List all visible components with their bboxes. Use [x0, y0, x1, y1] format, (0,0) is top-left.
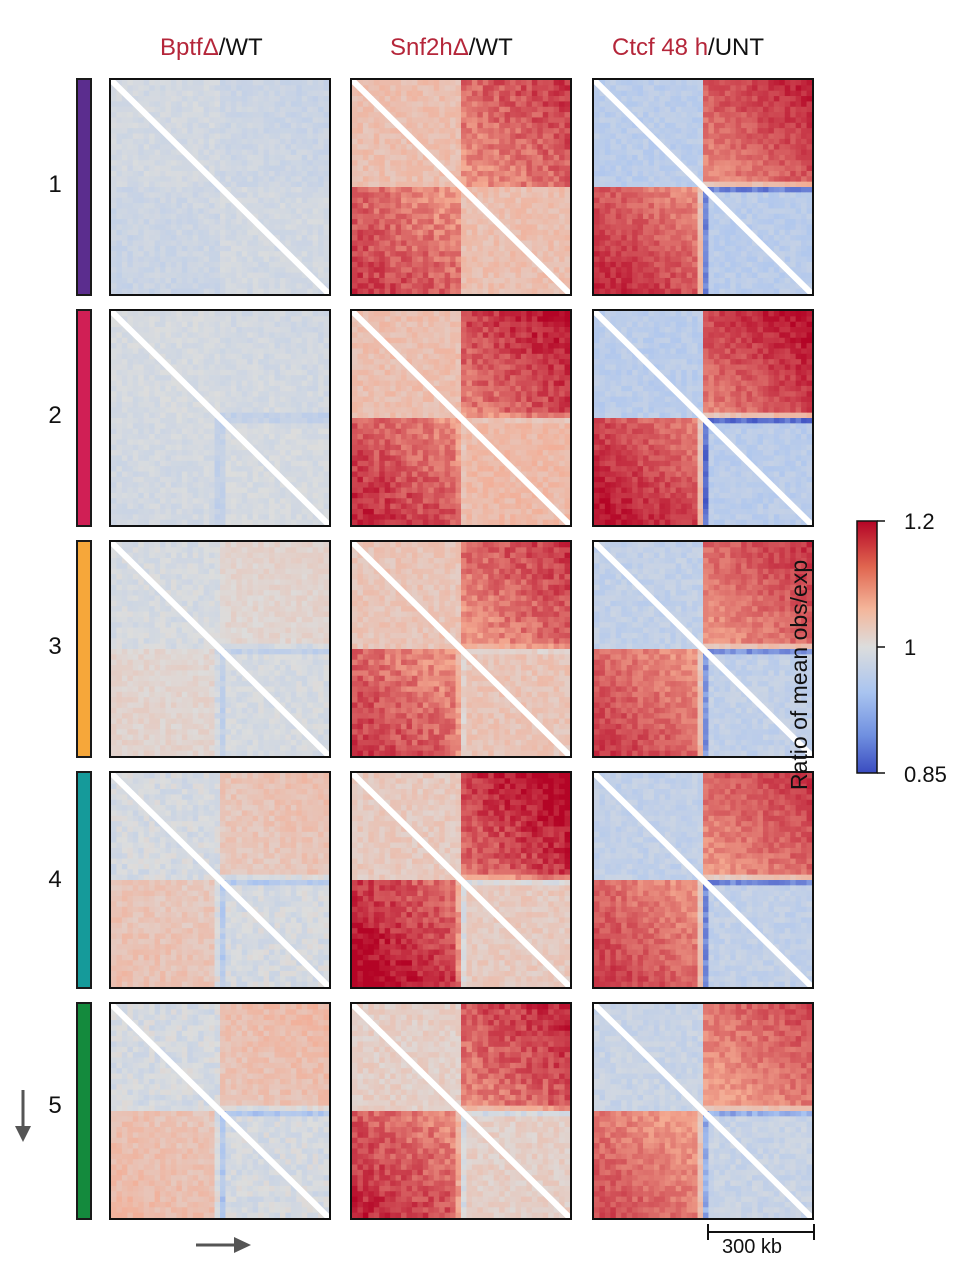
heatmap-matrix: [594, 311, 812, 525]
diagonal-line: [352, 773, 570, 987]
column-title-bptf: BptfΔ/WT: [160, 30, 263, 66]
column-title-ctcf: Ctcf 48 h/UNT: [612, 30, 764, 66]
heatmap-matrix: [111, 1004, 329, 1218]
diagonal-line: [111, 311, 329, 525]
row-label-4: 4: [40, 866, 70, 894]
row-label-2: 2: [40, 402, 70, 430]
heatmap-panel-row3-snf2h: [350, 540, 572, 758]
heatmap-matrix: [352, 80, 570, 294]
right-arrow-icon: [196, 1237, 251, 1253]
diagonal-line: [111, 773, 329, 987]
row-label-3: 3: [40, 633, 70, 661]
heatmap-panel-row4-ctcf: [592, 771, 814, 989]
diagonal-line: [594, 311, 812, 525]
column-title-bptf-condition: BptfΔ: [160, 34, 219, 61]
scale-bar-label: 300 kb: [722, 1236, 782, 1259]
heatmap-matrix: [594, 1004, 812, 1218]
diagonal-line: [352, 542, 570, 756]
heatmap-matrix: [111, 80, 329, 294]
down-arrow-icon: [15, 1090, 31, 1142]
diagonal-line: [352, 1004, 570, 1218]
colorbar-mid-label: 1: [904, 635, 916, 661]
heatmap-matrix: [352, 311, 570, 525]
heatmap-panel-row3-ctcf: [592, 540, 814, 758]
colorbar-title-text: Ratio of mean obs/exp: [786, 560, 813, 790]
heatmap-matrix: [111, 311, 329, 525]
heatmap-panel-row2-snf2h: [350, 309, 572, 527]
heatmap-matrix: [594, 542, 812, 756]
column-title-ctcf-condition: Ctcf 48 h: [612, 34, 708, 61]
heatmap-panel-row5-ctcf: [592, 1002, 814, 1220]
colorbar-max-label: 1.2: [904, 509, 935, 535]
heatmap-panel-row5-bptf: [109, 1002, 331, 1220]
diagonal-line: [594, 1004, 812, 1218]
heatmap-panel-row4-snf2h: [350, 771, 572, 989]
column-title-ctcf-reference: /UNT: [708, 34, 764, 61]
scale-bar: [707, 1224, 815, 1240]
diagonal-line: [111, 1004, 329, 1218]
heatmap-matrix: [111, 773, 329, 987]
colorbar-gradient: [856, 520, 878, 774]
heatmap-panel-row1-ctcf: [592, 78, 814, 296]
row-color-strip-1: [76, 78, 92, 296]
heatmap-panel-row2-ctcf: [592, 309, 814, 527]
heatmap-matrix: [111, 542, 329, 756]
row-label-5: 5: [40, 1092, 70, 1120]
diagonal-line: [352, 80, 570, 294]
heatmap-panel-row3-bptf: [109, 540, 331, 758]
diagonal-line: [111, 542, 329, 756]
colorbar-min-label: 0.85: [904, 762, 947, 788]
diagonal-line: [594, 542, 812, 756]
colorbar: [856, 520, 885, 774]
row-label-1: 1: [40, 171, 70, 199]
heatmap-panel-row5-snf2h: [350, 1002, 572, 1220]
heatmap-matrix: [594, 773, 812, 987]
row-color-strip-4: [76, 771, 92, 989]
column-title-bptf-reference: /WT: [219, 34, 263, 61]
heatmap-matrix: [352, 773, 570, 987]
heatmap-matrix: [352, 1004, 570, 1218]
diagonal-line: [352, 311, 570, 525]
row-color-strip-2: [76, 309, 92, 527]
heatmap-matrix: [352, 542, 570, 756]
heatmap-panel-row1-bptf: [109, 78, 331, 296]
diagonal-line: [111, 80, 329, 294]
column-title-snf2h-reference: /WT: [469, 34, 513, 61]
heatmap-panel-row2-bptf: [109, 309, 331, 527]
diagonal-line: [594, 80, 812, 294]
heatmap-panel-row4-bptf: [109, 771, 331, 989]
heatmap-matrix: [594, 80, 812, 294]
heatmap-panel-row1-snf2h: [350, 78, 572, 296]
column-title-snf2h: Snf2hΔ/WT: [390, 30, 513, 66]
column-title-snf2h-condition: Snf2hΔ: [390, 34, 469, 61]
row-color-strip-5: [76, 1002, 92, 1220]
row-color-strip-3: [76, 540, 92, 758]
diagonal-line: [594, 773, 812, 987]
